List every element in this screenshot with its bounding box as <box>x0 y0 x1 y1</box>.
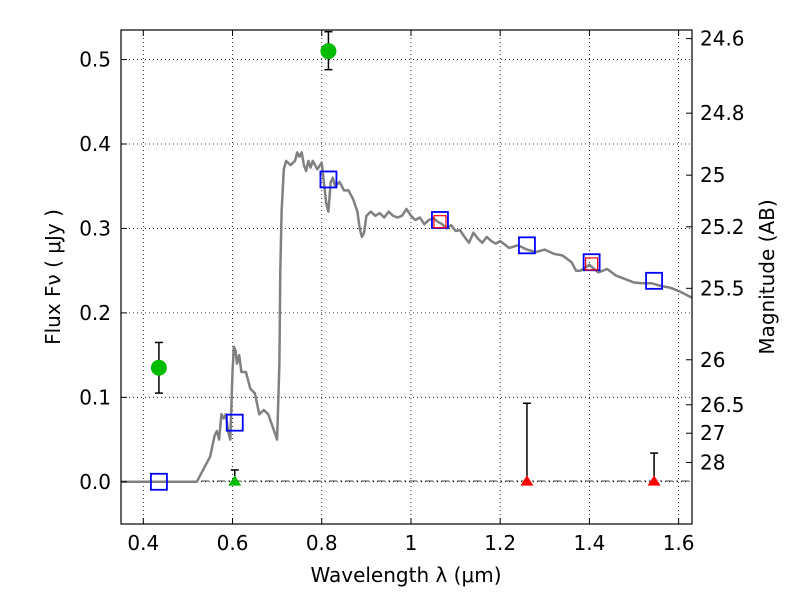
right-tick-label: 25 <box>700 163 725 187</box>
x-tick-label: 1.6 <box>663 531 695 555</box>
right-tick-label: 27 <box>700 421 725 445</box>
model-spectrum-line <box>121 151 693 484</box>
right-tick-label: 25.5 <box>700 276 745 300</box>
y-axis-title: Flux Fν ( μJy ) <box>41 209 65 345</box>
y-tick-label: 0.3 <box>79 216 111 240</box>
x-tick-label: 0.8 <box>306 531 338 555</box>
data-layer <box>121 30 693 491</box>
x-tick-label: 1 <box>405 531 418 555</box>
x-tick-label: 1.4 <box>573 531 605 555</box>
right-axis-title: Magnitude (AB) <box>755 199 779 354</box>
plot-frame <box>120 29 693 525</box>
green-circle-point <box>150 359 167 376</box>
y-tick-label: 0.5 <box>79 48 111 72</box>
blue-square-point <box>645 271 663 290</box>
y-tick-label: 0.0 <box>79 470 111 494</box>
y-tick-label: 0.1 <box>79 385 111 409</box>
y-tick-label: 0.4 <box>79 132 111 156</box>
red-square-point <box>433 215 447 229</box>
red-square-point <box>585 257 599 271</box>
right-tick-label: 28 <box>700 450 725 474</box>
right-tick-label: 24.6 <box>700 27 745 51</box>
tick-layer: 0.4 0.6 0.8 1 1.2 1.4 1.6 0.0 0.1 0.2 0.3 0.4 0.5 24.… <box>79 27 744 555</box>
red-triangle-point <box>647 475 661 486</box>
blue-square-point <box>150 472 168 491</box>
right-tick-label: 26.5 <box>700 393 745 417</box>
blue-square-point <box>319 170 338 189</box>
blue-square-point <box>225 413 244 432</box>
y-tick-label: 0.2 <box>79 301 111 325</box>
x-axis-title: Wavelength λ (μm) <box>310 563 501 587</box>
green-triangle-point <box>228 475 242 486</box>
x-tick-label: 0.4 <box>127 531 159 555</box>
green-circle-point <box>320 43 337 60</box>
red-triangle-point <box>520 475 534 486</box>
right-tick-label: 24.8 <box>700 101 745 125</box>
right-tick-label: 26 <box>700 348 725 372</box>
right-tick-label: 25.2 <box>700 215 745 239</box>
x-tick-label: 1.2 <box>484 531 516 555</box>
x-tick-label: 0.6 <box>217 531 249 555</box>
blue-square-point <box>518 236 536 255</box>
